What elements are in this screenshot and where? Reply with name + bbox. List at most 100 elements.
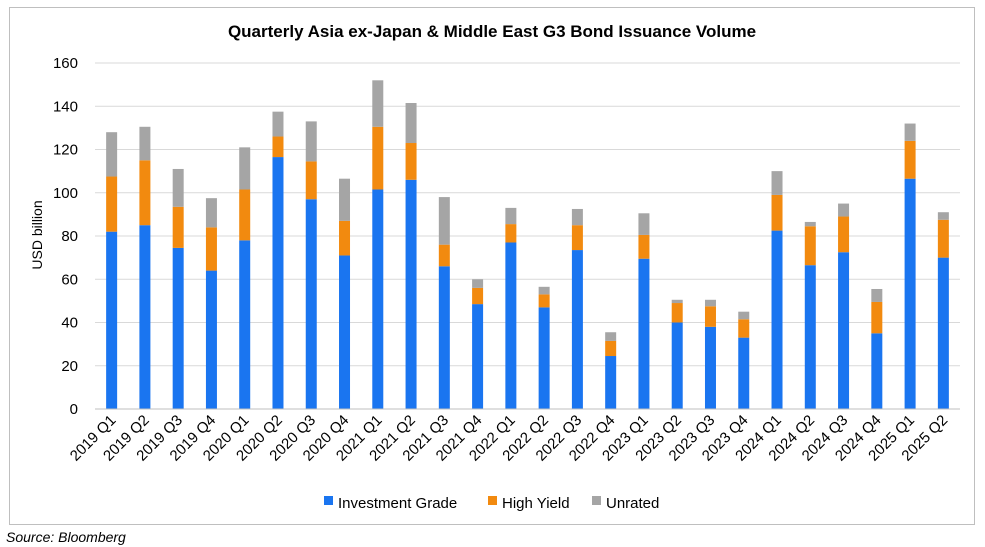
- bar-investment-grade: [671, 322, 683, 409]
- bar-high-yield: [804, 226, 816, 266]
- bar-unrated: [605, 332, 617, 341]
- bar-unrated: [838, 203, 850, 217]
- y-tick-label: 20: [61, 358, 78, 375]
- bar-high-yield: [472, 287, 484, 305]
- bar-high-yield: [339, 220, 351, 256]
- bar-investment-grade: [904, 178, 916, 409]
- bar-investment-grade: [438, 266, 450, 409]
- bar-investment-grade: [804, 265, 816, 409]
- gridlines: [95, 62, 960, 367]
- bar-investment-grade: [704, 326, 716, 409]
- bar-investment-grade: [838, 252, 850, 409]
- y-axis-label: USD billion: [29, 200, 45, 269]
- legend-swatch: [324, 496, 333, 505]
- bar-high-yield: [538, 294, 550, 308]
- bar-high-yield: [904, 140, 916, 179]
- y-tick-label: 140: [53, 98, 78, 115]
- y-tick-label: 160: [53, 55, 78, 72]
- bar-unrated: [106, 132, 118, 177]
- bar-high-yield: [205, 227, 217, 271]
- bar-investment-grade: [305, 199, 317, 409]
- bar-unrated: [339, 178, 351, 221]
- bar-high-yield: [272, 136, 284, 158]
- bar-high-yield: [372, 126, 384, 190]
- bar-high-yield: [605, 340, 617, 357]
- bar-unrated: [937, 212, 949, 220]
- y-tick-label: 60: [61, 271, 78, 288]
- bar-unrated: [272, 111, 284, 137]
- bar-unrated: [239, 147, 251, 190]
- bar-high-yield: [505, 224, 517, 243]
- bar-investment-grade: [771, 230, 783, 409]
- bar-investment-grade: [106, 231, 118, 409]
- bar-unrated: [704, 299, 716, 307]
- bar-unrated: [671, 299, 683, 304]
- bar-unrated: [871, 288, 883, 302]
- legend: Investment Grade High Yield Unrated: [324, 495, 659, 512]
- bar-investment-grade: [139, 225, 151, 409]
- bar-unrated: [505, 207, 517, 225]
- bar-investment-grade: [871, 333, 883, 409]
- y-tick-label: 100: [53, 185, 78, 202]
- source-note: Source: Bloomberg: [6, 529, 126, 545]
- bar-high-yield: [937, 219, 949, 258]
- bar-investment-grade: [405, 179, 417, 409]
- bar-high-yield: [106, 176, 118, 232]
- bar-high-yield: [305, 161, 317, 200]
- bar-high-yield: [671, 303, 683, 323]
- bar-unrated: [904, 123, 916, 141]
- bar-high-yield: [139, 160, 151, 226]
- legend-label: Investment Grade: [338, 495, 457, 512]
- bar-investment-grade: [372, 189, 384, 409]
- bar-high-yield: [638, 234, 650, 259]
- bar-unrated: [405, 103, 417, 144]
- bar-investment-grade: [505, 242, 517, 409]
- y-tick-label: 120: [53, 142, 78, 159]
- bar-investment-grade: [472, 304, 484, 409]
- bar-high-yield: [172, 206, 184, 248]
- bar-high-yield: [704, 306, 716, 327]
- bar-high-yield: [239, 189, 251, 241]
- bar-unrated: [738, 311, 750, 320]
- bar-investment-grade: [239, 240, 251, 409]
- y-tick-label: 0: [70, 401, 78, 418]
- bar-investment-grade: [738, 337, 750, 409]
- bar-high-yield: [571, 225, 583, 251]
- bar-unrated: [538, 286, 550, 295]
- chart-title: Quarterly Asia ex-Japan & Middle East G3…: [228, 22, 756, 41]
- bar-unrated: [571, 208, 583, 226]
- bar-high-yield: [738, 319, 750, 338]
- legend-swatch: [488, 496, 497, 505]
- bar-unrated: [305, 121, 317, 162]
- bar-unrated: [139, 126, 151, 161]
- legend-label: Unrated: [606, 495, 659, 512]
- y-tick-label: 80: [61, 228, 78, 245]
- bar-investment-grade: [638, 258, 650, 409]
- bar-high-yield: [771, 194, 783, 231]
- bar-investment-grade: [538, 307, 550, 409]
- bar-investment-grade: [571, 250, 583, 409]
- legend-label: High Yield: [502, 495, 570, 512]
- legend-swatch: [592, 496, 601, 505]
- bar-high-yield: [405, 143, 417, 180]
- bar-investment-grade: [339, 255, 351, 409]
- bar-unrated: [472, 279, 484, 288]
- bar-high-yield: [871, 301, 883, 334]
- bar-investment-grade: [205, 270, 217, 409]
- bar-high-yield: [838, 216, 850, 253]
- bar-unrated: [372, 80, 384, 127]
- bar-investment-grade: [272, 157, 284, 409]
- bar-high-yield: [438, 244, 450, 267]
- bar-investment-grade: [937, 257, 949, 409]
- y-tick-label: 40: [61, 315, 78, 332]
- bar-investment-grade: [605, 356, 617, 409]
- y-axis-ticks: 0 20 40 60 80 100 120 140 160: [53, 55, 78, 418]
- bar-unrated: [438, 197, 450, 245]
- bar-unrated: [205, 198, 217, 228]
- bar-unrated: [172, 168, 184, 207]
- bars: [106, 80, 949, 409]
- bar-unrated: [771, 171, 783, 195]
- bar-investment-grade: [172, 247, 184, 409]
